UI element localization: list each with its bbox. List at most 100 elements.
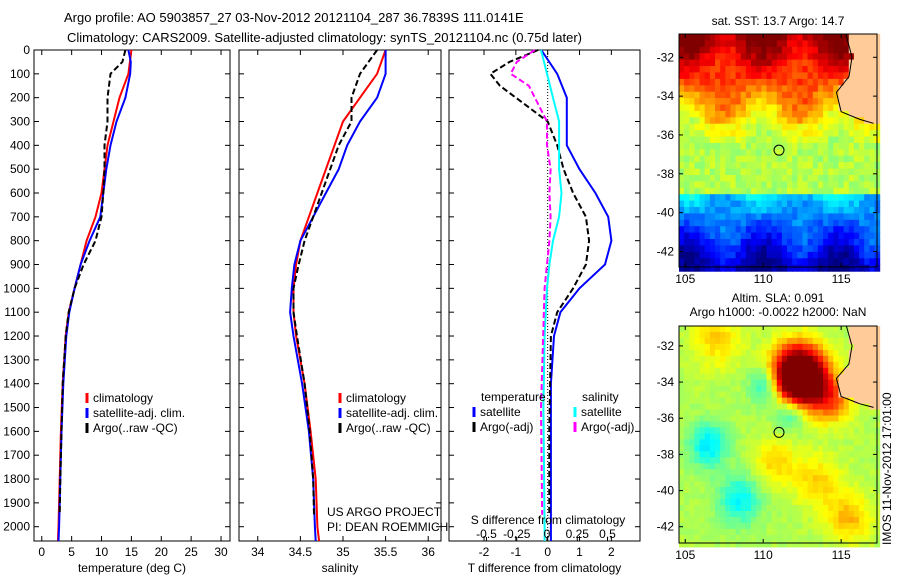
heatmap-cell (735, 343, 742, 351)
heatmap-cell (720, 219, 726, 227)
heatmap-cell (735, 361, 742, 369)
heatmap-cell (781, 149, 788, 157)
heatmap-cell (730, 136, 737, 144)
heatmap-cell (709, 251, 716, 259)
heatmap-cell (735, 534, 742, 542)
heatmap-cell (848, 46, 855, 54)
heatmap-cell (828, 53, 834, 61)
heatmap-cell (797, 445, 803, 452)
heatmap-cell (781, 110, 788, 118)
heatmap-cell (725, 361, 731, 369)
heatmap-cell (756, 34, 762, 41)
heatmap-cell (781, 162, 788, 170)
heatmap-cell (771, 421, 778, 429)
heatmap-cell (859, 361, 865, 369)
heatmap-cell (802, 59, 809, 67)
heatmap-cell (817, 403, 824, 411)
heatmap-cell (709, 207, 716, 214)
heatmap-cell (848, 110, 855, 118)
heatmap-cell (684, 355, 690, 363)
heatmap-cell (859, 522, 865, 530)
heatmap-cell (725, 162, 731, 170)
heatmap-cell (766, 78, 773, 86)
heatmap-cell (766, 264, 773, 272)
heatmap-cell (823, 136, 829, 144)
heatmap-cell (735, 213, 742, 221)
heatmap-cell (802, 367, 809, 375)
heatmap-cell (756, 409, 762, 417)
heatmap-cell (725, 439, 731, 446)
heatmap-cell (807, 98, 814, 106)
x-tick-label: 1 (576, 545, 583, 559)
heatmap-cell (751, 98, 757, 106)
heatmap-cell (776, 175, 783, 182)
heatmap-cell (802, 511, 809, 518)
heatmap-cell (684, 427, 690, 434)
heatmap-cell (740, 34, 747, 41)
heatmap-cell (699, 194, 706, 202)
heatmap-cell (725, 232, 731, 240)
heatmap-cell (725, 110, 731, 118)
heatmap-cell (751, 409, 757, 417)
heatmap-cell (807, 534, 814, 542)
heatmap-cell (761, 207, 767, 214)
heatmap-cell (740, 213, 747, 221)
heatmap-cell (679, 130, 685, 138)
heatmap-cell (817, 136, 824, 144)
heatmap-cell (843, 403, 850, 411)
heatmap-cell (817, 130, 824, 138)
heatmap-cell (828, 445, 834, 452)
map-title: sat. SST: 13.7 Argo: 14.7 (712, 14, 845, 28)
heatmap-cell (730, 421, 737, 429)
heatmap-cell (735, 149, 742, 157)
heatmap-cell (869, 469, 876, 476)
heatmap-cell (730, 427, 737, 434)
heatmap-cell (823, 522, 829, 530)
heatmap-cell (679, 117, 685, 125)
heatmap-cell (833, 194, 839, 202)
heatmap-cell (730, 361, 737, 369)
heatmap-cell (792, 499, 798, 506)
heatmap-cell (869, 391, 876, 399)
heatmap-cell (709, 194, 716, 202)
heatmap-cell (838, 517, 845, 524)
heatmap-cell (807, 457, 814, 464)
heatmap-cell (817, 78, 824, 86)
heatmap-cell (817, 445, 824, 452)
heatmap-cell (720, 258, 726, 266)
heatmap-cell (859, 194, 865, 202)
heatmap-cell (864, 343, 870, 351)
series-line-satellite-adj-clim- (57, 49, 132, 542)
heatmap-cell (797, 78, 803, 86)
heatmap-cell (833, 540, 839, 548)
heatmap-cell (812, 200, 819, 208)
heatmap-cell (853, 219, 860, 227)
heatmap-cell (725, 409, 731, 417)
heatmap-cell (797, 194, 803, 202)
heatmap-cell (704, 149, 711, 157)
heatmap-cell (715, 403, 721, 411)
x-tick-label: 20 (155, 545, 169, 559)
heatmap-cell (735, 59, 742, 67)
heatmap-cell (766, 258, 773, 266)
heatmap-cell (684, 475, 690, 482)
heatmap-cell (771, 326, 778, 333)
heatmap-cell (776, 469, 783, 476)
s-tick-label: -0.5 (476, 527, 497, 541)
heatmap-cell (843, 517, 850, 524)
heatmap-cell (853, 175, 860, 182)
heatmap-cell (823, 85, 829, 93)
heatmap-cell (720, 439, 726, 446)
heatmap-cell (797, 258, 803, 266)
heatmap-cell (709, 181, 716, 189)
heatmap-cell (756, 361, 762, 369)
heatmap-cell (684, 40, 690, 48)
heatmap-cell (694, 40, 701, 48)
heatmap-cell (766, 251, 773, 259)
heatmap-cell (761, 540, 767, 548)
heatmap-cell (833, 213, 839, 221)
heatmap-cell (853, 187, 860, 195)
heatmap-cell (843, 130, 850, 138)
heatmap-cell (853, 232, 860, 240)
heatmap-cell (802, 104, 809, 112)
